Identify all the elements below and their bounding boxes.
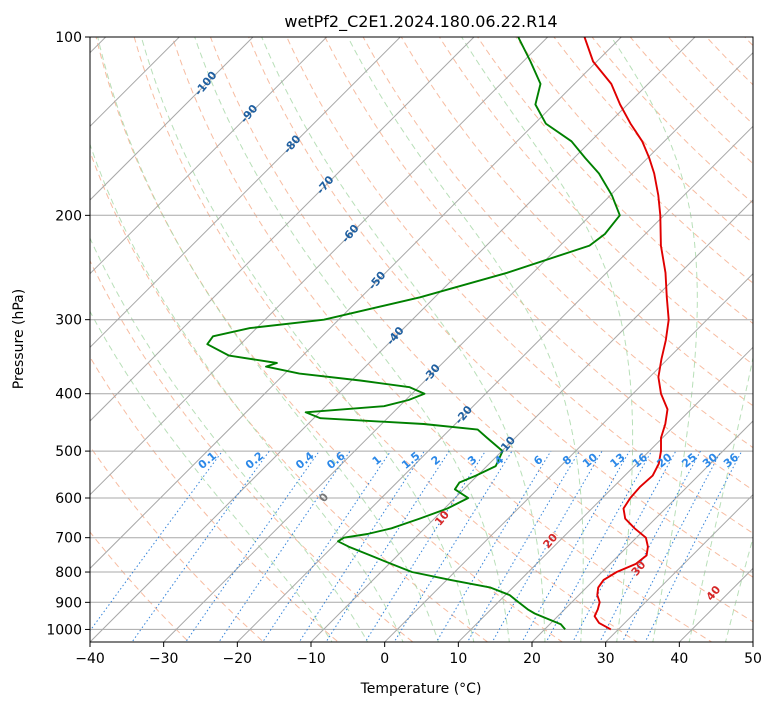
sounding-lines (206, 37, 670, 631)
y-tick-label: 400 (55, 387, 82, 403)
isotherm (90, 37, 623, 570)
dry-adiabat (90, 150, 489, 642)
y-tick-label: 900 (55, 595, 82, 611)
temperature-profile (583, 37, 670, 631)
y-tick-label: 700 (55, 531, 82, 547)
x-tick-label: −40 (75, 651, 105, 667)
isotherm (310, 199, 753, 642)
moist-adiabat (90, 310, 333, 642)
x-tick-label: 40 (670, 651, 688, 667)
x-tick-label: −20 (223, 651, 253, 667)
mixing-ratio-line (298, 450, 425, 642)
dry-adiabat (90, 259, 414, 642)
moist-adiabat (90, 142, 404, 642)
x-tick-label: −30 (149, 651, 179, 667)
mixing-ratio-line (131, 450, 270, 642)
y-tick-label: 600 (55, 491, 82, 507)
chart-title: wetPf2_C2E1.2024.180.06.22.R14 (284, 12, 557, 32)
moist-adiabat (688, 355, 753, 642)
isotherm (90, 37, 549, 496)
x-tick-label: 10 (449, 651, 467, 667)
mixing-ratio-line (185, 450, 320, 642)
x-tick-label: 50 (744, 651, 762, 667)
dry-adiabat (133, 37, 638, 642)
dry-adiabat (438, 37, 753, 366)
isotherm (90, 37, 254, 201)
mixing-ratio-line (435, 450, 552, 642)
x-axis-ticks: −40 −30 −20 −10 0 10 20 30 40 50 (75, 642, 762, 667)
dry-adiabat (286, 37, 753, 534)
isotherm (531, 420, 753, 642)
dry-adiabat (248, 37, 753, 578)
moist-adiabat (90, 236, 369, 642)
x-tick-label: 30 (597, 651, 615, 667)
moist-adiabat (194, 37, 510, 642)
moist-adiabat (97, 37, 439, 642)
isotherm (90, 37, 181, 128)
isotherm (90, 37, 328, 275)
y-tick-label: 200 (55, 208, 82, 224)
y-tick-label: 1000 (46, 622, 82, 638)
dry-adiabat (362, 37, 753, 449)
isotherm (90, 37, 475, 422)
moist-adiabat (461, 37, 634, 642)
background-lines (90, 37, 753, 642)
y-tick-label: 300 (55, 313, 82, 329)
mixing-ratio-line (644, 450, 743, 642)
isotherm (236, 125, 753, 642)
y-axis-label: Pressure (hPa) (11, 289, 27, 389)
mixing-ratio-line (262, 450, 392, 642)
x-axis-label: Temperature (°C) (360, 681, 482, 697)
isotherm (90, 37, 696, 642)
dry-adiabat (476, 37, 753, 325)
mixing-ratio-line (218, 450, 351, 642)
y-tick-label: 500 (55, 444, 82, 460)
plot-frame (89, 36, 754, 643)
moist-adiabat (261, 37, 546, 642)
dry-adiabat (324, 37, 753, 491)
dry-adiabat (171, 37, 713, 642)
moist-adiabat (724, 536, 753, 642)
dewpoint-profile (206, 37, 621, 631)
moist-adiabat (140, 37, 475, 642)
isotherm (457, 346, 753, 642)
mixing-ratio-line (545, 450, 653, 642)
x-tick-label: −10 (296, 651, 326, 667)
x-tick-label: 0 (380, 651, 389, 667)
dry-adiabat (90, 445, 265, 642)
dry-adiabat (667, 37, 753, 125)
mixing-ratio-line (491, 450, 603, 642)
mixing-ratio-line (466, 450, 580, 642)
isotherm (604, 493, 753, 642)
mixing-ratio-line (325, 450, 450, 642)
x-tick-label: 20 (523, 651, 541, 667)
moist-adiabat (610, 37, 698, 642)
y-tick-label: 100 (55, 30, 82, 46)
y-axis-ticks: 100 200 300 400 500 600 700 800 900 1000 (46, 30, 90, 638)
y-tick-label: 800 (55, 565, 82, 581)
isotherm (162, 51, 753, 642)
isotherm (383, 272, 753, 642)
dry-adiabat (629, 37, 753, 165)
moist-adiabat (347, 37, 584, 642)
isotherm (90, 37, 402, 349)
